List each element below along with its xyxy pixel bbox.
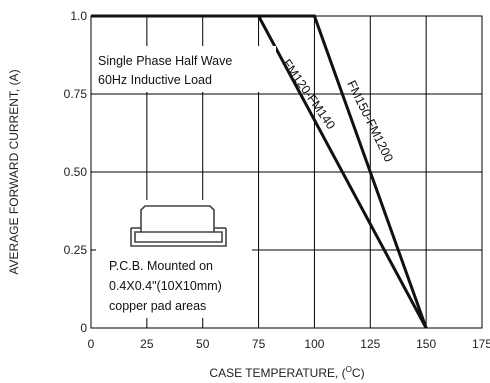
y-tick-label: 0.50: [64, 165, 88, 179]
x-tick-label: 125: [360, 337, 380, 351]
x-tick-label: 50: [196, 337, 210, 351]
load-note-line1: Single Phase Half Wave: [98, 54, 232, 68]
y-axis-label: AVERAGE FORWARD CURRENT, (A): [7, 69, 21, 274]
series-line-1: [91, 14, 428, 329]
pcb-note-line2: 0.4X0.4"(10X10mm): [109, 279, 222, 293]
y-tick-labels: 0 0.25 0.50 0.75 1.0: [64, 9, 88, 335]
y-tick-label: 0.25: [64, 243, 88, 257]
x-tick-labels: 0 25 50 75 100 125 150 175: [88, 337, 490, 351]
pcb-note-background: [96, 200, 252, 318]
pcb-note-line3: copper pad areas: [109, 299, 206, 313]
load-note-line2: 60Hz Inductive Load: [98, 73, 212, 87]
y-tick-label: 0.75: [64, 87, 88, 101]
x-tick-label: 25: [140, 337, 154, 351]
x-tick-label: 75: [252, 337, 266, 351]
x-axis-label-suffix: C): [352, 366, 365, 380]
x-axis-label: CASE TEMPERATURE, (OC): [209, 365, 364, 380]
smd-package-icon: [130, 205, 227, 247]
y-tick-label: 1.0: [70, 9, 87, 23]
x-tick-label: 0: [88, 337, 95, 351]
y-tick-label: 0: [80, 321, 87, 335]
x-tick-label: 150: [416, 337, 436, 351]
x-tick-label: 100: [304, 337, 324, 351]
x-tick-label: 175: [472, 337, 490, 351]
x-axis-label-prefix: CASE TEMPERATURE, (: [209, 366, 345, 380]
load-note-background: [94, 46, 276, 92]
series-lines: [91, 14, 428, 329]
x-axis-label-unit-degree: O: [346, 365, 352, 374]
pcb-note-line1: P.C.B. Mounted on: [109, 259, 213, 273]
